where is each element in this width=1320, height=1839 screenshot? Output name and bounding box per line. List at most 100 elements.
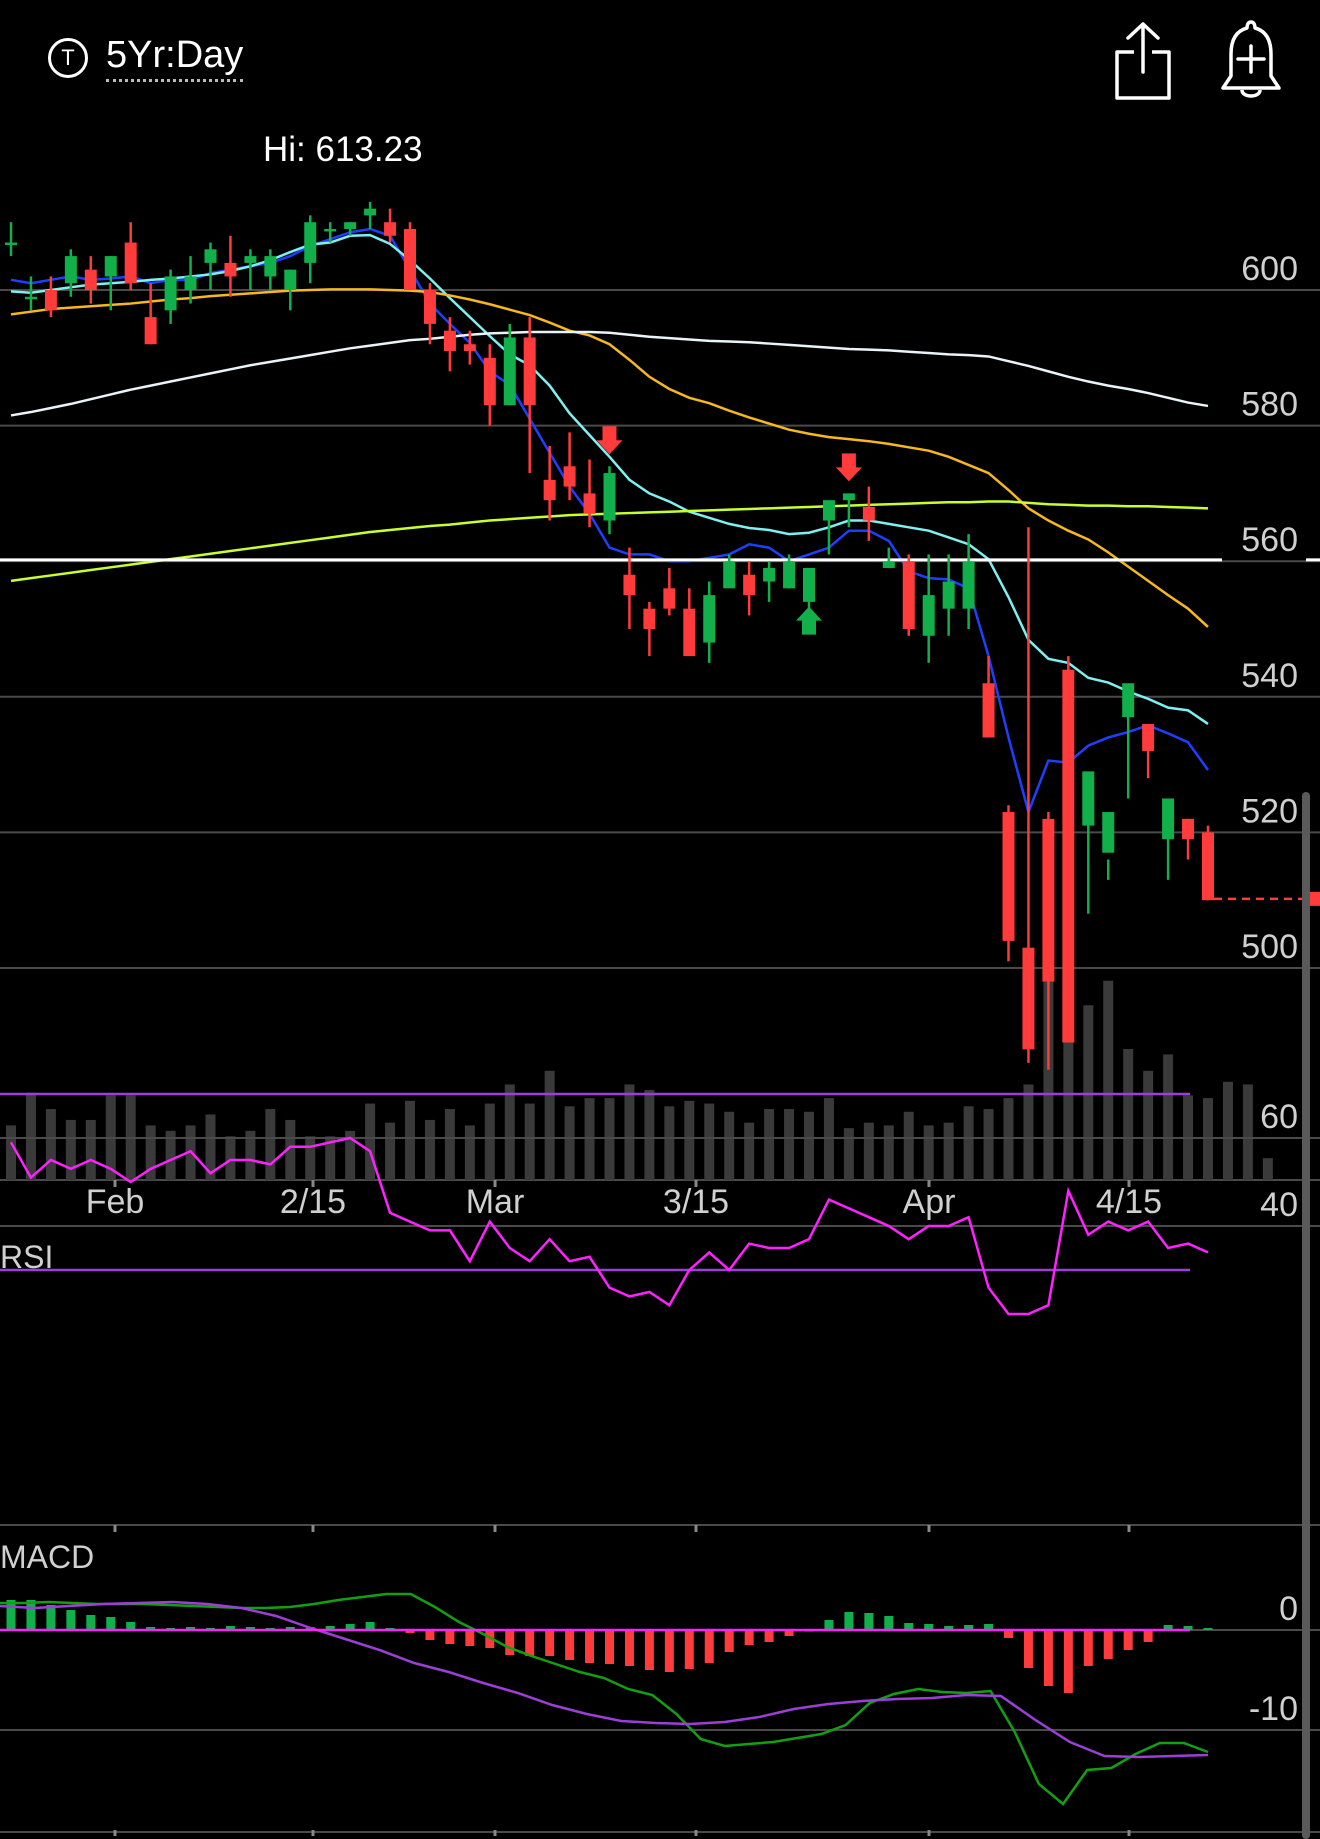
macd-histogram-bar [1023, 1630, 1033, 1668]
candle-body [164, 276, 177, 311]
candle-body [324, 228, 337, 232]
macd-histogram-bar [824, 1620, 834, 1630]
candle-body [24, 296, 37, 300]
x-tick-label: Feb [86, 1183, 145, 1221]
candle-body [902, 561, 915, 629]
buy-signal-arrow [796, 606, 822, 635]
last-price-marker [1310, 891, 1320, 906]
macd-signal-line [0, 1600, 1209, 1759]
candle-body [1042, 818, 1055, 982]
volume-bar [983, 1109, 994, 1180]
volume-bar [1222, 1081, 1233, 1180]
period-selector[interactable]: 5Yr:Day [106, 34, 244, 82]
macd-histogram-bar [445, 1630, 455, 1644]
candle-body [443, 330, 456, 352]
volume-bar [345, 1130, 356, 1180]
bell-plus-icon[interactable] [1218, 18, 1284, 102]
macd-line [0, 1592, 1209, 1806]
candle-body [683, 608, 696, 657]
macd-histogram-bar [1043, 1630, 1053, 1686]
volume-bar [903, 1111, 914, 1180]
volume-bar [1262, 1158, 1273, 1180]
macd-histogram-bar [565, 1630, 575, 1660]
candle-body [1062, 669, 1075, 1043]
macd-histogram-bar [724, 1630, 734, 1652]
candle-body [1082, 771, 1095, 826]
macd-tick-label: 0 [1279, 1590, 1298, 1628]
candle-body [463, 344, 476, 352]
volume-bar [604, 1098, 615, 1180]
candle-body [144, 317, 157, 345]
price-tick-label: 500 [1241, 928, 1298, 966]
candle-body [224, 262, 237, 277]
volume-bar [883, 1125, 894, 1180]
macd-histogram-bar [465, 1630, 475, 1646]
macd-histogram-bar [485, 1630, 495, 1648]
x-tick-label: 3/15 [663, 1183, 729, 1221]
volume-bar [365, 1103, 376, 1180]
macd-histogram-bar [784, 1630, 794, 1636]
macd-histogram-bar [106, 1617, 116, 1630]
volume-bar [684, 1100, 695, 1180]
volume-bar [744, 1122, 755, 1180]
volume-bar [544, 1070, 555, 1180]
candle-body [64, 256, 77, 284]
volume-bar [624, 1084, 635, 1180]
volume-bar [764, 1109, 775, 1180]
macd-histogram-bar [186, 1627, 196, 1630]
volume-bar [1083, 1005, 1094, 1180]
volume-bar [1163, 1054, 1174, 1180]
volume-bar [6, 1125, 16, 1180]
share-icon[interactable] [1112, 20, 1174, 102]
candle-body [942, 581, 955, 609]
macd-histogram-bar [924, 1624, 934, 1630]
macd-histogram-bar [285, 1627, 295, 1630]
macd-histogram-bar [624, 1630, 634, 1666]
volume-bar [1203, 1098, 1213, 1180]
macd-histogram-bar [744, 1630, 754, 1645]
candle-body [503, 337, 516, 406]
ticker-badge-icon[interactable]: T [48, 38, 88, 78]
volume-bar [843, 1128, 854, 1180]
volume-bar [863, 1122, 874, 1180]
moving-average-line [10, 288, 1209, 628]
volume-bar [963, 1106, 974, 1180]
macd-histogram-bar [505, 1630, 515, 1655]
macd-histogram-bar [704, 1630, 714, 1663]
candle-body [803, 567, 815, 602]
macd-histogram-bar [325, 1626, 335, 1630]
macd-histogram-bar [1163, 1625, 1173, 1630]
volume-bar [65, 1119, 76, 1180]
macd-histogram-bar [1143, 1630, 1153, 1642]
price-tick-label: 600 [1241, 250, 1298, 288]
macd-histogram-bar [944, 1626, 954, 1630]
candle-body [44, 290, 57, 311]
rsi-tick-label: 40 [1260, 1186, 1298, 1224]
candle-body [783, 561, 796, 589]
macd-title: MACD [0, 1539, 94, 1575]
candle-body [583, 493, 596, 514]
macd-histogram-bar [605, 1630, 614, 1664]
volume-bar [325, 1136, 336, 1180]
volume-bar [245, 1130, 256, 1180]
volume-bar [1143, 1070, 1154, 1180]
candle-body [1102, 812, 1115, 853]
vertical-scrollbar[interactable] [1302, 792, 1310, 1839]
candle-body [663, 588, 676, 609]
macd-histogram-bar [1063, 1630, 1073, 1693]
volume-bar [923, 1125, 934, 1180]
macd-histogram-bar [146, 1627, 156, 1630]
top-bar: T 5Yr:Day [0, 0, 1320, 130]
macd-histogram-bar [26, 1600, 36, 1630]
candle-body [5, 242, 17, 246]
macd-histogram-bar [964, 1625, 974, 1630]
candle-body [1182, 818, 1195, 840]
rsi-line [9, 1136, 1209, 1316]
candle-body [364, 208, 377, 216]
macd-histogram-bar [345, 1624, 355, 1630]
candle-body [423, 290, 436, 324]
volume-bar [1103, 980, 1114, 1180]
macd-histogram-bar [644, 1630, 654, 1670]
x-tick-label: Apr [903, 1183, 956, 1221]
